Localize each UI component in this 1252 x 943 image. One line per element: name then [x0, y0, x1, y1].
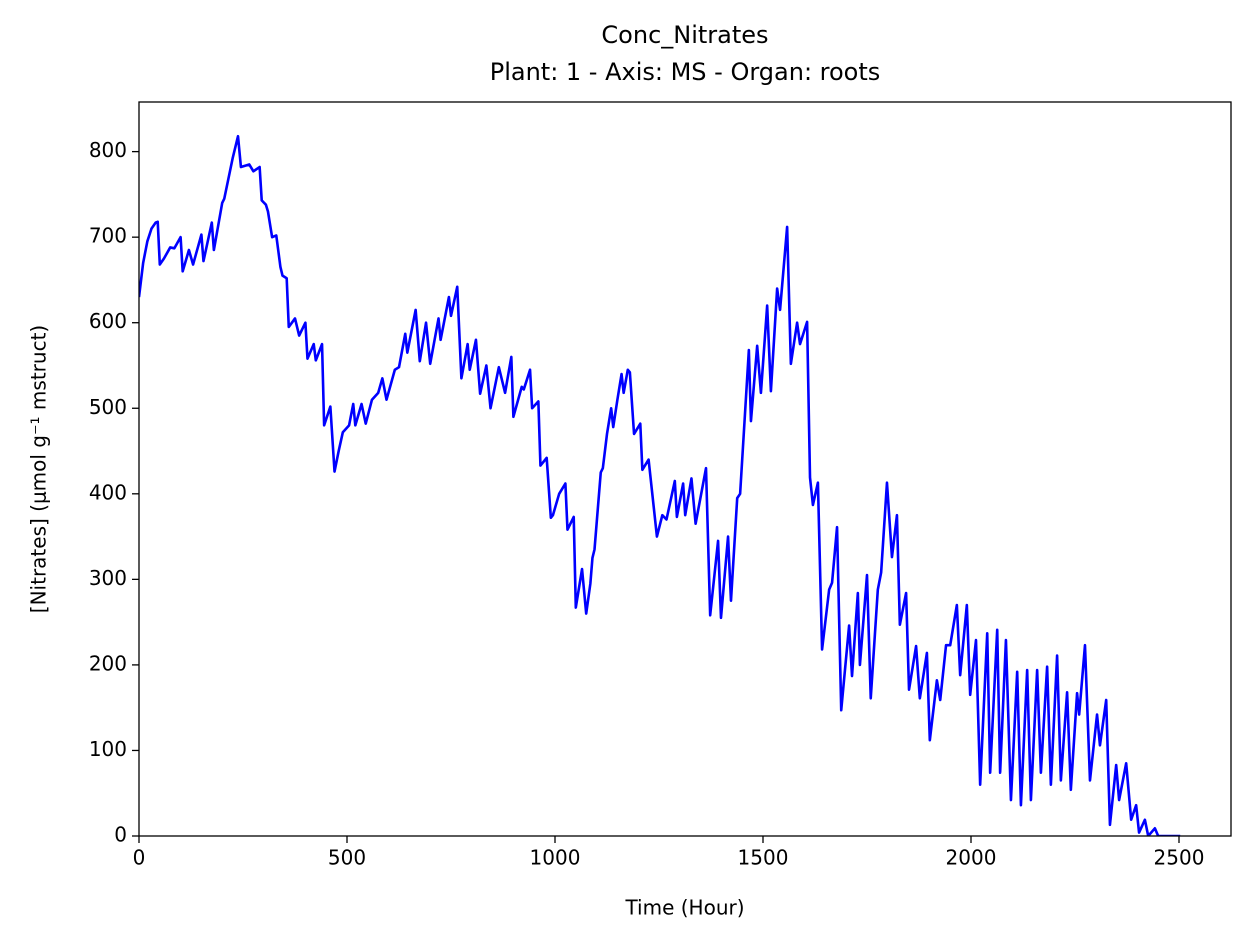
y-tick-label: 100 [89, 737, 127, 761]
chart-subtitle: Plant: 1 - Axis: MS - Organ: roots [490, 58, 881, 86]
y-tick-label: 0 [114, 823, 127, 847]
x-tick-label: 1000 [530, 846, 581, 870]
y-tick-label: 700 [89, 224, 127, 248]
x-tick-label: 2500 [1154, 846, 1205, 870]
y-axis-label: [Nitrates] (μmol g⁻¹ mstruct) [27, 325, 51, 613]
y-tick-label: 500 [89, 395, 127, 419]
plot-frame [138, 101, 1232, 837]
x-tick-label: 1500 [738, 846, 789, 870]
data-line [139, 134, 1181, 836]
y-tick-label: 400 [89, 480, 127, 504]
x-tick-label: 500 [328, 846, 366, 870]
y-tick-label: 800 [89, 138, 127, 162]
x-tick-label: 0 [133, 846, 146, 870]
y-tick-label: 600 [89, 309, 127, 333]
chart-title: Conc_Nitrates [601, 21, 768, 49]
x-axis-label: Time (Hour) [624, 896, 744, 920]
x-tick-label: 2000 [946, 846, 997, 870]
y-tick-label: 300 [89, 566, 127, 590]
y-tick-label: 200 [89, 651, 127, 675]
